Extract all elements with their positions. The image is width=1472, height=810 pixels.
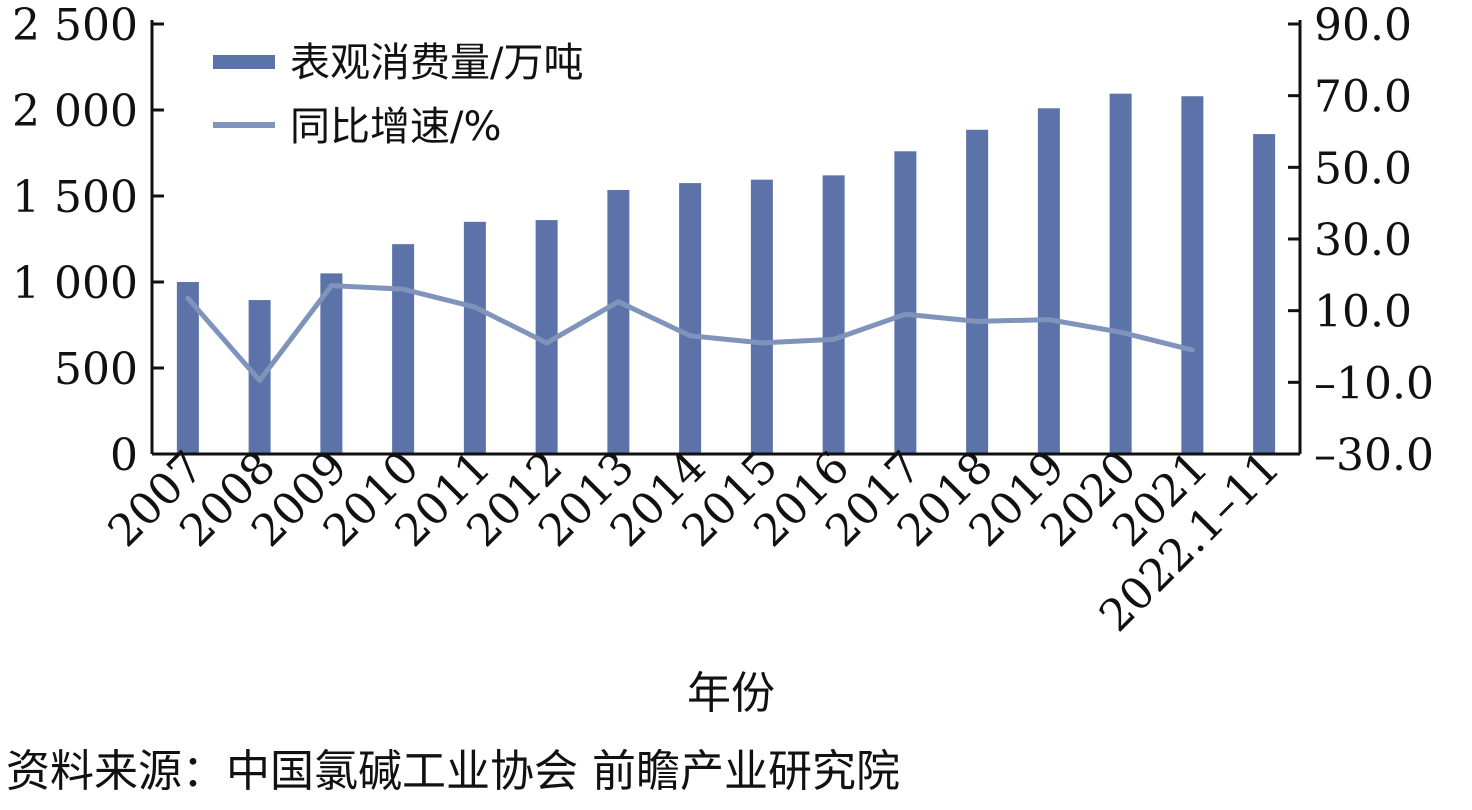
growth-point-2016: [831, 336, 837, 342]
growth-point-2013: [615, 299, 621, 305]
bar-2015: [750, 179, 773, 454]
bar-2012: [535, 220, 558, 454]
bar-2014: [679, 183, 702, 454]
growth-point-2017: [902, 311, 908, 317]
bar-2017: [894, 151, 917, 454]
source-note: 资料来源：中国氯碱工业协会 前瞻产业研究院: [6, 746, 900, 797]
left-tick-label: 2 500: [12, 0, 138, 51]
bar-2020: [1109, 93, 1132, 454]
growth-point-2021: [1189, 347, 1195, 353]
bar-2018: [966, 129, 989, 454]
growth-line-group: [185, 283, 1195, 384]
right-tick-label: 90.0: [1314, 0, 1412, 51]
x-axis-ticks: 2007200820092010201120122013201420152016…: [98, 442, 1289, 642]
x-axis-title: 年份: [687, 668, 775, 719]
legend-label-line: 同比增速/%: [290, 104, 501, 150]
left-tick-label: 1 500: [12, 172, 138, 223]
growth-point-2014: [687, 333, 693, 339]
bar-2010: [392, 244, 415, 454]
right-tick-label: 30.0: [1314, 215, 1412, 266]
bar-2009: [320, 273, 343, 454]
growth-point-2008: [257, 378, 263, 384]
bars-group: [176, 93, 1276, 455]
bar-2021: [1181, 96, 1204, 455]
growth-point-2011: [472, 304, 478, 310]
growth-point-2007: [185, 295, 191, 301]
bar-2007: [176, 282, 199, 454]
growth-point-2015: [759, 340, 765, 346]
right-axis-ticks: –30.0 –10.0 10.0 30.0 50.0 70.0 90.0: [1288, 0, 1434, 481]
growth-point-2009: [328, 283, 334, 289]
growth-point-2010: [400, 286, 406, 292]
growth-point-2012: [544, 340, 550, 346]
left-tick-label: 500: [54, 344, 138, 395]
growth-point-2018: [974, 318, 980, 324]
legend-swatch-bar: [213, 55, 275, 69]
right-tick-label: 10.0: [1314, 287, 1412, 338]
right-tick-label: –30.0: [1314, 430, 1434, 481]
left-tick-label: 0: [110, 430, 138, 481]
bar-2011: [463, 221, 486, 454]
legend-label-bar: 表观消费量/万吨: [290, 40, 583, 86]
left-tick-label: 1 000: [12, 258, 138, 309]
left-tick-label: 2 000: [12, 86, 138, 137]
bar-2019: [1037, 108, 1060, 454]
bar-2022.1–11: [1253, 134, 1276, 454]
growth-point-2020: [1118, 329, 1124, 335]
bar-2016: [822, 175, 845, 455]
legend: 表观消费量/万吨 同比增速/%: [213, 40, 583, 150]
bar-2013: [607, 189, 630, 455]
growth-point-2019: [1046, 317, 1052, 323]
right-tick-label: 70.0: [1314, 72, 1412, 123]
right-tick-label: 50.0: [1314, 143, 1412, 194]
left-axis-ticks: 0 500 1 000 1 500 2 000 2 500: [12, 0, 164, 481]
right-tick-label: –10.0: [1314, 358, 1434, 409]
